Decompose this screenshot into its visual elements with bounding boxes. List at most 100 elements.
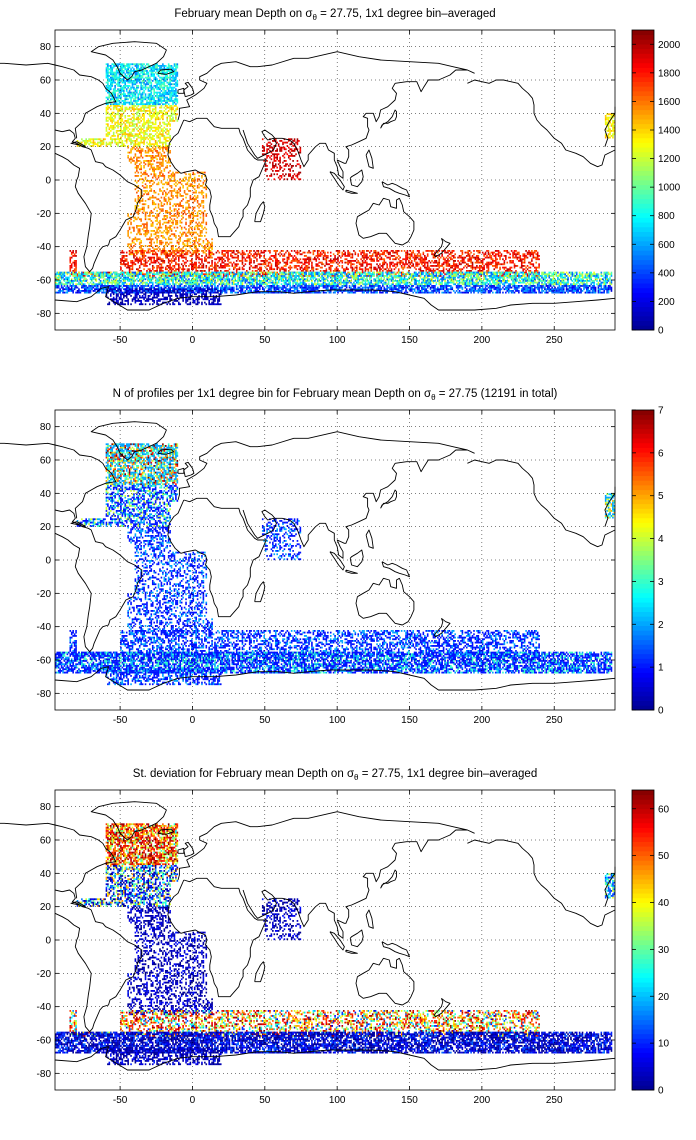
data-bin bbox=[276, 265, 278, 267]
data-bin bbox=[456, 267, 458, 269]
data-bin bbox=[149, 110, 151, 112]
data-bin bbox=[142, 228, 144, 230]
data-bin bbox=[447, 265, 449, 267]
data-bin bbox=[135, 243, 137, 245]
data-bin bbox=[135, 140, 137, 142]
data-bin bbox=[151, 262, 153, 264]
data-bin bbox=[197, 197, 199, 199]
data-bin bbox=[145, 215, 147, 217]
data-bin bbox=[394, 265, 396, 267]
data-bin bbox=[172, 77, 174, 79]
data-bin bbox=[427, 262, 429, 264]
data-bin bbox=[161, 163, 163, 165]
data-bin bbox=[135, 198, 137, 200]
data-bin bbox=[190, 217, 192, 219]
data-bin bbox=[137, 80, 139, 82]
data-bin bbox=[252, 273, 254, 275]
data-bin bbox=[165, 142, 167, 144]
data-bin bbox=[145, 160, 147, 162]
data-bin bbox=[159, 162, 161, 164]
data-bin bbox=[340, 257, 342, 259]
data-bin bbox=[130, 63, 132, 65]
data-bin bbox=[130, 138, 132, 140]
data-bin bbox=[356, 267, 358, 269]
data-bin bbox=[139, 228, 141, 230]
data-bin bbox=[205, 265, 207, 267]
data-bin bbox=[245, 253, 247, 255]
data-bin bbox=[106, 118, 108, 120]
data-bin bbox=[127, 67, 129, 69]
data-bin bbox=[135, 95, 137, 97]
data-bin bbox=[122, 100, 124, 102]
data-bin bbox=[166, 100, 168, 102]
data-bin bbox=[420, 257, 422, 259]
data-bin bbox=[454, 257, 456, 259]
data-bin bbox=[179, 237, 181, 239]
data-bin bbox=[168, 63, 170, 65]
data-bin bbox=[443, 263, 445, 265]
data-bin bbox=[130, 100, 132, 102]
data-bin bbox=[161, 162, 163, 164]
data-bin bbox=[201, 222, 203, 224]
data-bin bbox=[135, 180, 137, 182]
data-bin bbox=[171, 185, 173, 187]
data-bin bbox=[181, 255, 183, 257]
data-bin bbox=[162, 270, 164, 272]
data-bin bbox=[201, 270, 203, 272]
data-bin bbox=[140, 233, 142, 235]
data-bin bbox=[184, 232, 186, 234]
data-bin bbox=[281, 150, 283, 152]
data-bin bbox=[415, 263, 417, 265]
data-bin bbox=[145, 230, 147, 232]
data-bin bbox=[470, 252, 472, 254]
data-bin bbox=[288, 157, 290, 159]
data-bin bbox=[156, 85, 158, 87]
data-bin bbox=[204, 187, 206, 189]
data-bin bbox=[166, 227, 168, 229]
data-bin bbox=[107, 135, 109, 137]
data-bin bbox=[466, 270, 468, 272]
data-bin bbox=[148, 207, 150, 209]
data-bin bbox=[114, 127, 116, 129]
data-bin bbox=[161, 85, 163, 87]
data-bin bbox=[124, 265, 126, 267]
data-bin bbox=[145, 183, 147, 185]
data-bin bbox=[139, 142, 141, 144]
data-bin bbox=[156, 265, 158, 267]
data-bin bbox=[107, 77, 109, 79]
data-bin bbox=[253, 250, 255, 252]
data-bin bbox=[155, 168, 157, 170]
data-bin bbox=[433, 265, 435, 267]
data-bin bbox=[126, 142, 128, 144]
data-bin bbox=[133, 257, 135, 259]
data-bin bbox=[172, 248, 174, 250]
data-bin bbox=[146, 130, 148, 132]
data-bin bbox=[213, 267, 215, 269]
data-bin bbox=[158, 168, 160, 170]
data-bin bbox=[159, 163, 161, 165]
data-bin bbox=[195, 247, 197, 249]
data-bin bbox=[318, 265, 320, 267]
data-bin bbox=[247, 253, 249, 255]
data-bin bbox=[162, 210, 164, 212]
data-bin bbox=[122, 118, 124, 120]
data-bin bbox=[139, 225, 141, 227]
data-bin bbox=[148, 63, 150, 65]
data-bin bbox=[190, 183, 192, 185]
data-bin bbox=[282, 142, 284, 144]
data-bin bbox=[123, 255, 125, 257]
data-bin bbox=[114, 122, 116, 124]
data-bin bbox=[142, 75, 144, 77]
data-bin bbox=[127, 95, 129, 97]
data-bin bbox=[159, 123, 161, 125]
data-bin bbox=[467, 252, 469, 254]
data-bin bbox=[127, 127, 129, 129]
data-bin bbox=[153, 92, 155, 94]
data-bin bbox=[155, 118, 157, 120]
data-bin bbox=[162, 248, 164, 250]
data-bin bbox=[151, 163, 153, 165]
data-bin bbox=[363, 253, 365, 255]
data-bin bbox=[359, 273, 361, 275]
data-bin bbox=[117, 90, 119, 92]
data-bin bbox=[158, 133, 160, 135]
